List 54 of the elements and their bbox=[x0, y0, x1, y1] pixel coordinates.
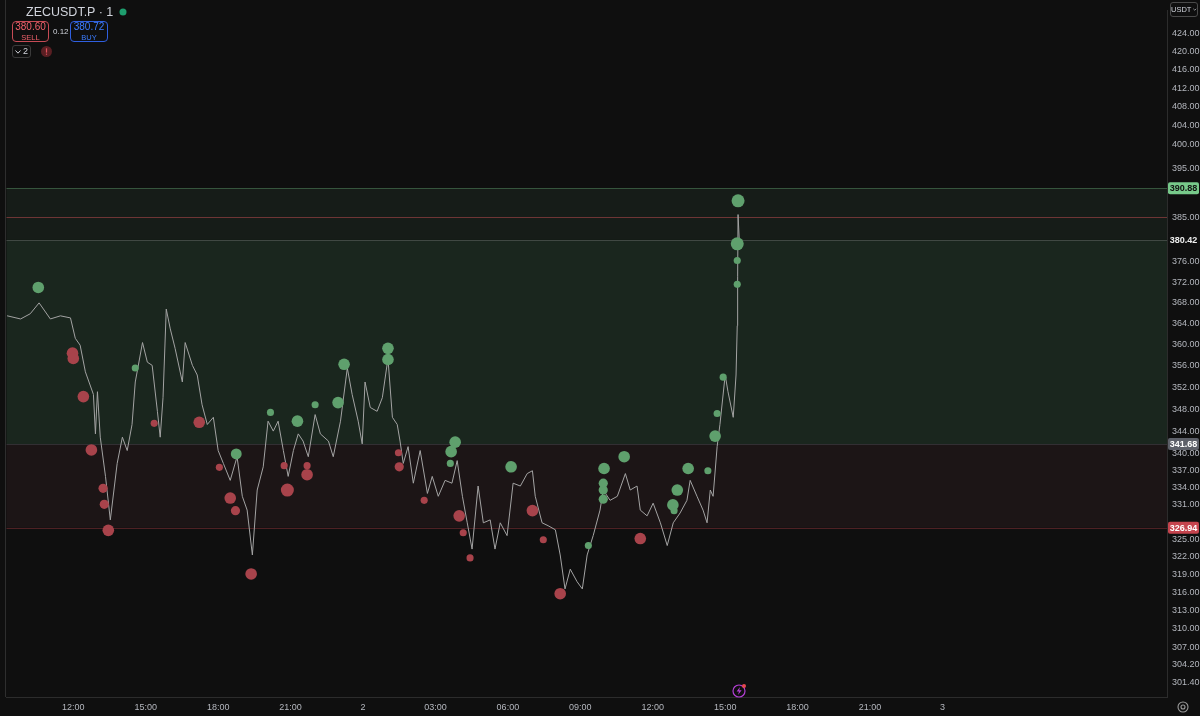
y-tick-label: 334.00 bbox=[1172, 481, 1200, 492]
x-tick-label: 06:00 bbox=[496, 701, 520, 712]
y-tick-label: 395.00 bbox=[1172, 162, 1200, 173]
y-tick-label: 322.00 bbox=[1172, 551, 1200, 562]
y-tick-label: 404.00 bbox=[1172, 119, 1200, 130]
ref-line-label: 341.68 bbox=[1169, 438, 1198, 449]
y-tick-label: 337.00 bbox=[1172, 464, 1200, 475]
y-tick-label: 360.00 bbox=[1172, 339, 1200, 350]
annotation: 380.60 bbox=[15, 20, 46, 32]
chart-title: ZECUSDT.P · 1 bbox=[26, 5, 114, 19]
y-tick-label: 376.00 bbox=[1172, 256, 1200, 267]
x-tick-label: 21:00 bbox=[858, 701, 882, 712]
x-tick-label: 2 bbox=[360, 701, 366, 712]
y-tick-label: 340.00 bbox=[1172, 447, 1200, 458]
y-tick-label: 301.40 bbox=[1172, 676, 1200, 687]
ref-line-label: 326.94 bbox=[1169, 522, 1198, 533]
x-tick-label: 12:00 bbox=[641, 701, 665, 712]
y-tick-label: 372.00 bbox=[1172, 276, 1200, 287]
y-tick-label: 310.00 bbox=[1172, 623, 1200, 634]
y-tick-label: 325.00 bbox=[1172, 533, 1200, 544]
annotation: 0.12 bbox=[53, 27, 69, 36]
x-tick-label: 03:00 bbox=[424, 701, 447, 712]
x-tick-label: 15:00 bbox=[713, 701, 737, 712]
x-tick-label: 18:00 bbox=[786, 701, 809, 712]
annotation: 2 bbox=[22, 46, 28, 56]
y-tick-label: 416.00 bbox=[1172, 64, 1200, 75]
y-tick-label: 412.00 bbox=[1172, 82, 1200, 93]
y-tick-label: 316.00 bbox=[1172, 586, 1200, 597]
ref-line-label: 380.42 bbox=[1169, 234, 1198, 245]
y-tick-label: 313.00 bbox=[1172, 605, 1200, 616]
annotation: 380.72 bbox=[73, 20, 105, 32]
y-tick-label: 385.00 bbox=[1172, 211, 1200, 222]
y-tick-label: 331.00 bbox=[1172, 498, 1200, 509]
y-tick-label: 307.00 bbox=[1172, 641, 1200, 652]
y-tick-label: 344.00 bbox=[1172, 425, 1200, 436]
x-tick-label: 12:00 bbox=[62, 701, 85, 712]
y-tick-label: 420.00 bbox=[1172, 46, 1200, 57]
x-tick-label: 18:00 bbox=[206, 701, 230, 712]
ref-line-label: 390.88 bbox=[1169, 183, 1198, 194]
y-tick-label: 424.00 bbox=[1172, 28, 1200, 39]
x-tick-label: 21:00 bbox=[279, 701, 302, 712]
y-tick-label: 368.00 bbox=[1172, 297, 1200, 308]
y-tick-label: 304.20 bbox=[1172, 659, 1200, 670]
y-tick-label: 348.00 bbox=[1172, 403, 1200, 414]
y-tick-label: 364.00 bbox=[1172, 318, 1200, 329]
count-toggle: 2 bbox=[12, 45, 31, 58]
x-tick-label: 09:00 bbox=[569, 701, 592, 712]
y-tick-label: 352.00 bbox=[1172, 381, 1200, 392]
y-tick-label: 356.00 bbox=[1172, 360, 1200, 371]
y-tick-label: 400.00 bbox=[1172, 138, 1200, 149]
x-tick-label: 3 bbox=[939, 701, 945, 712]
x-tick-label: 15:00 bbox=[134, 701, 157, 712]
y-tick-label: 408.00 bbox=[1172, 101, 1200, 112]
y-tick-label: 319.00 bbox=[1172, 569, 1200, 580]
